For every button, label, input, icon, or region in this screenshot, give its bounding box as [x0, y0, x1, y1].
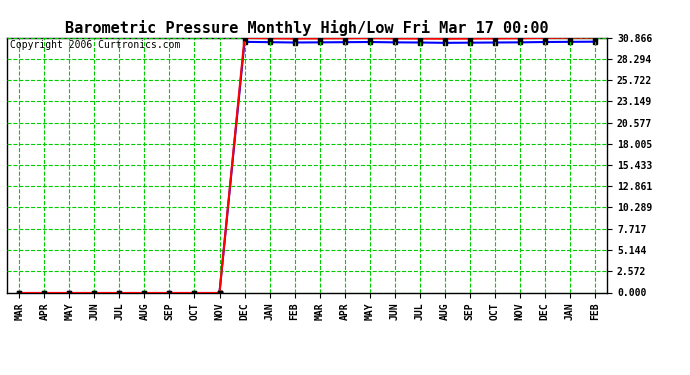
Text: Copyright 2006 Curtronics.com: Copyright 2006 Curtronics.com	[10, 40, 180, 50]
Title: Barometric Pressure Monthly High/Low Fri Mar 17 00:00: Barometric Pressure Monthly High/Low Fri…	[66, 20, 549, 36]
